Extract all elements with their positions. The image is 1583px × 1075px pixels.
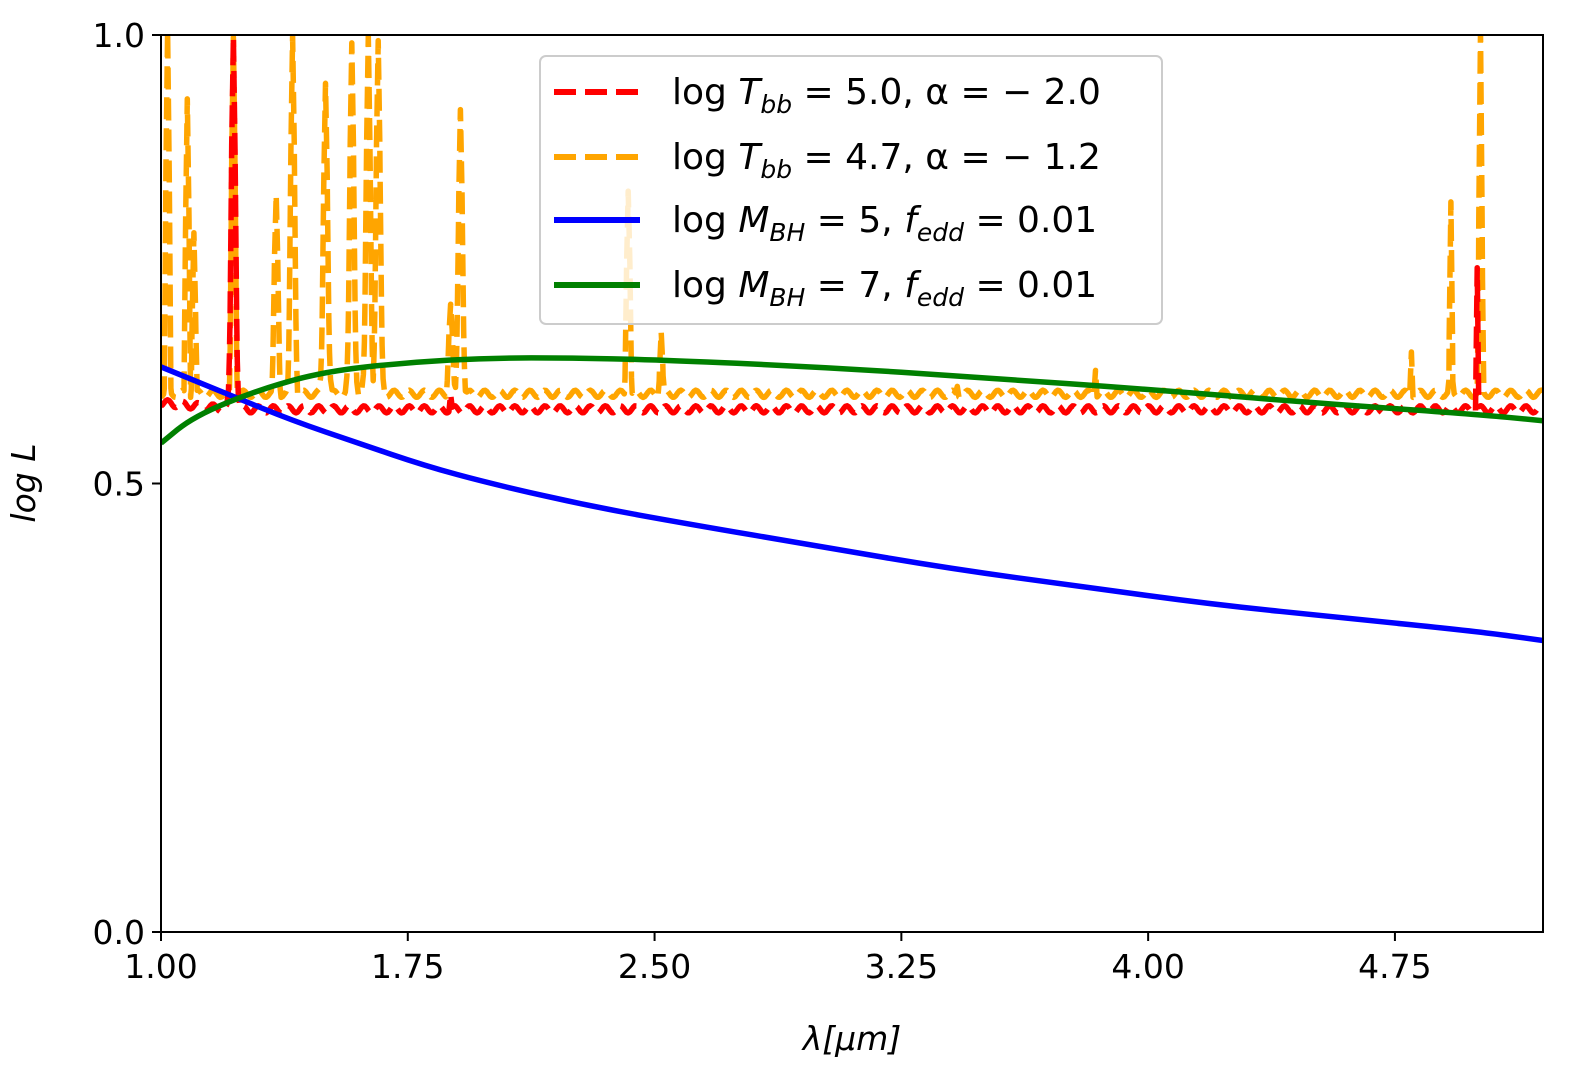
legend-label: log Tbb = 4.7, α = − 1.2 bbox=[672, 137, 1101, 184]
series-line-2 bbox=[161, 35, 1543, 401]
legend-label: log MBH = 5, fedd = 0.01 bbox=[672, 200, 1097, 247]
x-tick-label: 1.75 bbox=[371, 947, 444, 986]
x-tick-label: 1.00 bbox=[124, 947, 197, 986]
x-axis-label: λ[μm] bbox=[801, 1019, 901, 1058]
y-tick-label: 0.5 bbox=[93, 465, 145, 504]
series-layer bbox=[161, 35, 1543, 644]
y-tick-label: 0.0 bbox=[93, 913, 145, 952]
legend-box bbox=[539, 55, 1163, 325]
legend-label: log Tbb = 5.0, α = − 2.0 bbox=[672, 72, 1101, 119]
series-line-3 bbox=[161, 364, 1543, 644]
x-tick-label: 2.50 bbox=[618, 947, 691, 986]
x-tick-label: 4.75 bbox=[1358, 947, 1431, 986]
y-axis: 0.0 0.5 1.0 bbox=[93, 16, 161, 952]
y-tick-label: 1.0 bbox=[93, 16, 145, 55]
series-line-4 bbox=[161, 355, 1543, 446]
series-line-1 bbox=[161, 35, 1543, 416]
legend-label: log MBH = 7, fedd = 0.01 bbox=[672, 265, 1097, 312]
legend: log Tbb = 5.0, α = − 2.0 log Tbb = 4.7, α… bbox=[539, 55, 1163, 325]
x-axis: 1.00 1.75 2.50 3.25 4.00 4.75 bbox=[124, 932, 1432, 986]
x-tick-label: 4.00 bbox=[1111, 947, 1184, 986]
y-axis-label: log L bbox=[4, 443, 43, 522]
x-tick-label: 3.25 bbox=[865, 947, 938, 986]
